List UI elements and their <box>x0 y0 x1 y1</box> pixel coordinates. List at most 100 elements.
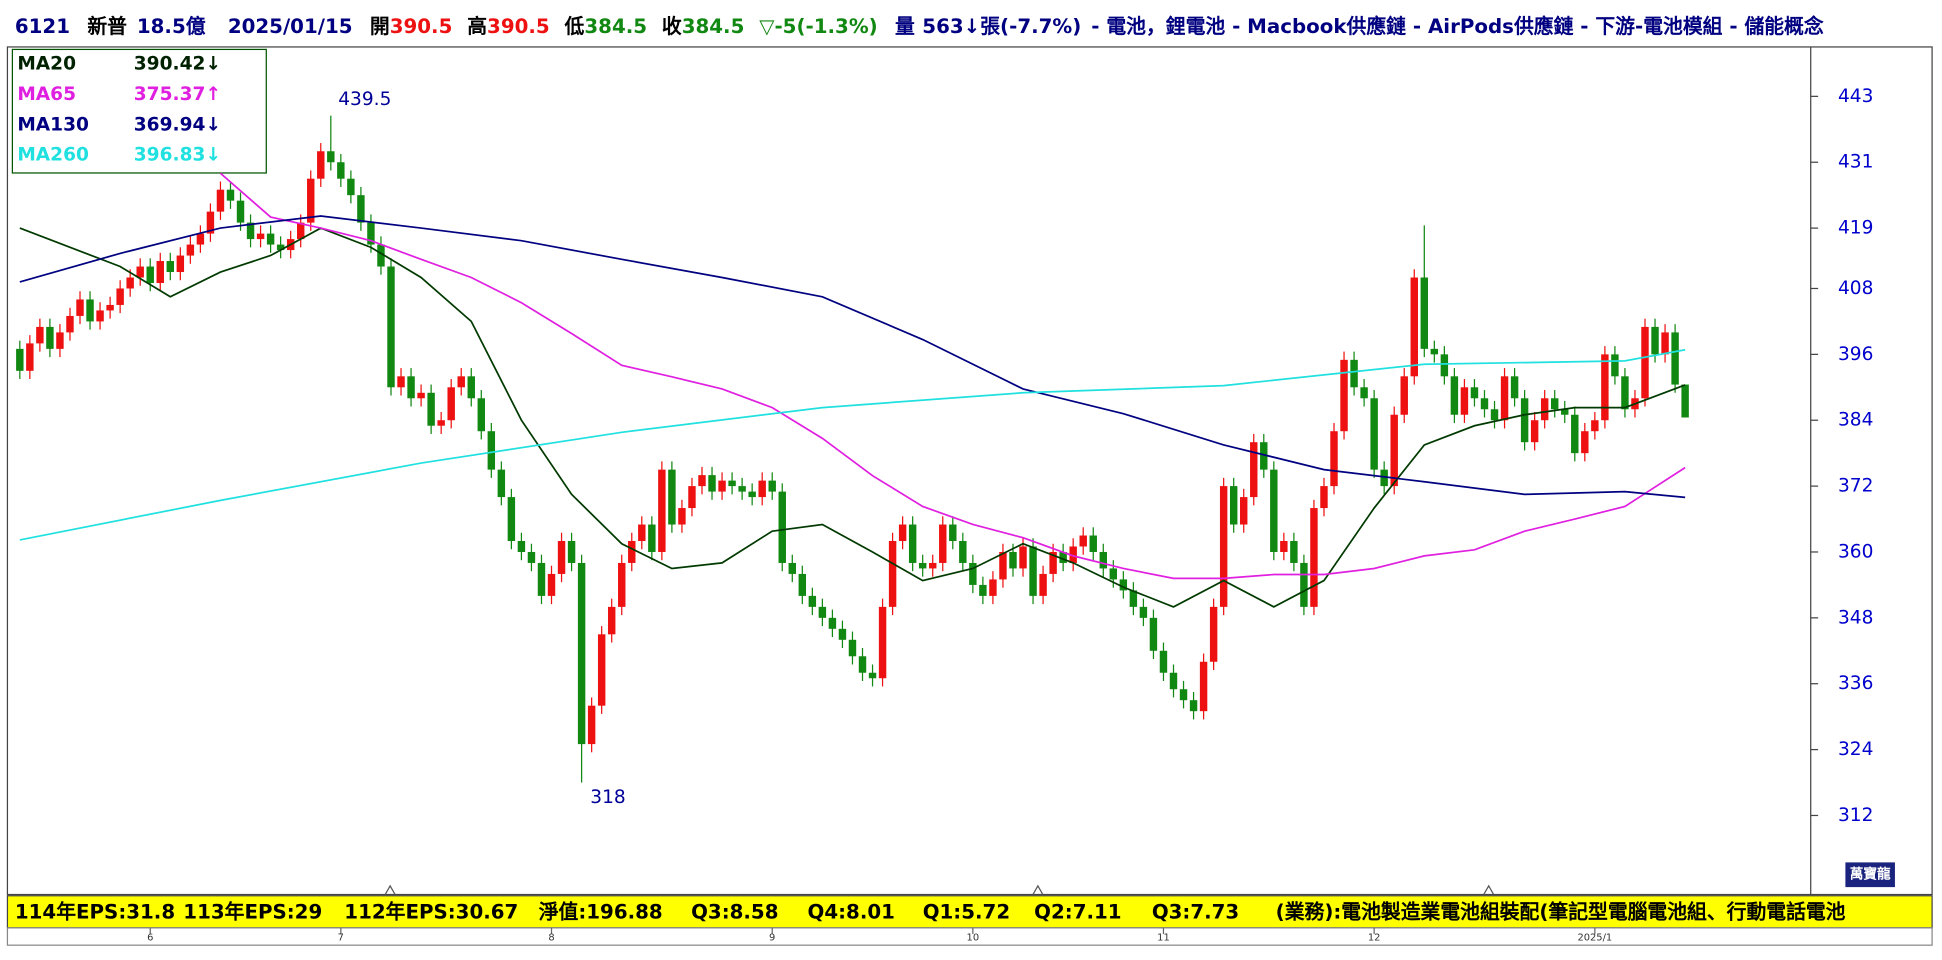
candle-body <box>136 266 144 278</box>
candle-body <box>668 469 676 525</box>
candle-body <box>1350 359 1358 388</box>
candle-body <box>457 376 465 388</box>
footer-item: Q3:7.73 <box>1152 901 1239 924</box>
candle-body <box>537 562 546 596</box>
candle-body <box>156 261 164 283</box>
candle-body <box>1370 398 1378 470</box>
candle-body <box>276 244 285 251</box>
legend-name: MA20 <box>17 54 76 75</box>
ma-line <box>19 227 1686 608</box>
candle-body <box>1460 387 1469 415</box>
candle-body <box>397 376 405 388</box>
candle-body <box>497 469 506 498</box>
x-axis-strip <box>6 927 1933 946</box>
candle-body <box>487 431 496 470</box>
candle-body <box>828 617 837 629</box>
candle-body <box>597 634 606 706</box>
header-field: 開 <box>370 15 390 38</box>
footer-item: Q3:8.58 <box>691 901 778 924</box>
candle-body <box>206 211 215 234</box>
high-annotation: 439.5 <box>338 89 391 110</box>
header-field: 390.5 <box>390 15 453 38</box>
x-tick-label: 8 <box>548 933 554 944</box>
y-tick-label: 419 <box>1838 218 1873 239</box>
footer-item: 112年EPS:30.67 <box>344 901 518 924</box>
y-tick-label: 336 <box>1838 673 1873 694</box>
candle-body <box>1019 546 1027 569</box>
candle-body <box>1490 409 1499 421</box>
candle-body <box>1540 398 1549 421</box>
legend-value: 390.42↓ <box>134 54 221 75</box>
candle-body <box>838 628 847 640</box>
candle-body <box>708 475 716 492</box>
candle-body <box>1209 606 1218 662</box>
candle-body <box>979 584 987 596</box>
candle-body <box>1581 431 1589 454</box>
header-field: 收 <box>662 15 682 38</box>
candle-body <box>447 387 455 421</box>
candle-body <box>888 540 897 607</box>
candle-body <box>1480 398 1489 410</box>
candle-body <box>1240 497 1248 525</box>
marker <box>384 884 1495 895</box>
candle-body <box>377 244 385 267</box>
candle-body <box>728 480 736 487</box>
header-field: 量 <box>895 15 915 38</box>
x-tick-label: 12 <box>1368 933 1381 944</box>
header-field: 低 <box>564 15 585 38</box>
candle-body <box>918 562 927 569</box>
candle-body <box>1671 332 1679 385</box>
candle-body <box>1199 661 1208 712</box>
candle-body <box>1420 277 1429 349</box>
candle-body <box>939 524 947 563</box>
candle-body <box>658 469 666 552</box>
watermark: 萬寶龍 <box>1850 866 1891 883</box>
candle-body <box>1450 376 1459 415</box>
ma-line <box>219 172 1686 580</box>
candle-body <box>1139 606 1148 618</box>
header-field: ▽-5(-1.3%) <box>759 15 877 38</box>
candle-body <box>296 222 305 240</box>
candle-body <box>1561 409 1569 415</box>
x-tick-label: 9 <box>769 933 775 944</box>
x-tick-label: 2025/1 <box>1577 933 1612 944</box>
candle-body <box>56 332 64 349</box>
candle-body <box>1260 442 1268 470</box>
candle-body <box>959 540 967 563</box>
candle-body <box>1169 672 1178 690</box>
legend-box <box>11 48 267 174</box>
candle-body <box>467 376 475 399</box>
candle-body <box>367 222 375 245</box>
header-field: 384.5 <box>584 15 647 38</box>
candle-body <box>1250 442 1258 498</box>
header-field: 2025/01/15 <box>228 15 353 38</box>
candle-body <box>317 151 325 179</box>
candle-body <box>417 392 425 399</box>
candle-body <box>517 540 526 552</box>
y-tick-label: 360 <box>1838 541 1873 562</box>
candle-body <box>798 573 807 596</box>
header-field: 高 <box>467 15 487 38</box>
candle-body <box>858 656 867 673</box>
candle-body <box>688 486 696 509</box>
candle-body <box>1049 551 1057 574</box>
candle-body <box>216 189 225 212</box>
info-bar <box>6 895 1933 929</box>
candle-body <box>1310 508 1318 607</box>
candle-body <box>1510 376 1519 399</box>
candle-body <box>567 540 576 563</box>
candle-body <box>929 562 937 569</box>
candle-body <box>577 562 586 745</box>
candle-body <box>1099 551 1107 569</box>
candle-body <box>1079 535 1087 547</box>
candle-body <box>256 233 265 240</box>
footer-item: 114年EPS:31.8 <box>15 901 175 924</box>
candle-body <box>1009 551 1017 569</box>
legend-name: MA65 <box>17 84 76 105</box>
candle-body <box>648 524 656 552</box>
candle-body <box>226 189 235 201</box>
candle-body <box>547 573 556 596</box>
ma-line <box>19 348 1686 541</box>
x-tick-label: 10 <box>967 933 980 944</box>
